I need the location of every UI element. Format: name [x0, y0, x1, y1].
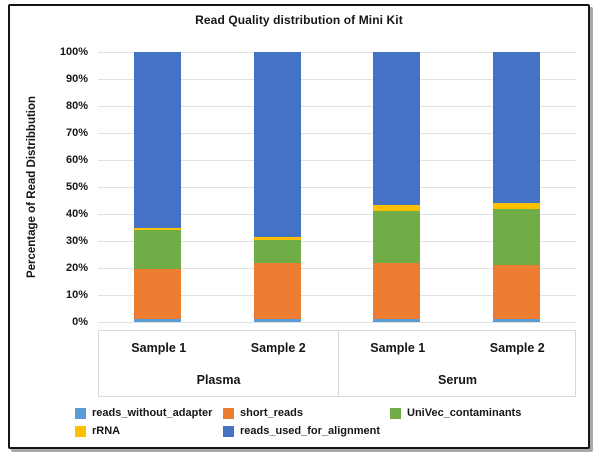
- gridline: [98, 78, 576, 80]
- bar-segment-UniVec_contaminants: [253, 239, 301, 263]
- legend-label: reads_used_for_alignment: [240, 425, 380, 437]
- bar-segment-reads_used_for_alignment: [492, 52, 540, 204]
- bar-segment-UniVec_contaminants: [134, 230, 182, 270]
- y-tick-label: 30%: [65, 235, 88, 247]
- legend-item-reads_used_for_alignment: reads_used_for_alignment: [223, 423, 380, 439]
- legend-item-reads_without_adapter: reads_without_adapter: [75, 405, 212, 421]
- bar-segment-reads_without_adapter: [373, 319, 421, 322]
- chart-title: Read Quality distribution of Mini Kit: [195, 13, 403, 27]
- legend-item-short_reads: short_reads: [223, 405, 303, 421]
- bar-segment-reads_without_adapter: [134, 319, 182, 322]
- plot-area: [98, 51, 576, 323]
- gridline: [98, 267, 576, 269]
- bar-segment-short_reads: [253, 262, 301, 320]
- bar-segment-short_reads: [373, 262, 421, 320]
- bar-segment-reads_used_for_alignment: [134, 52, 182, 228]
- bar: [134, 52, 182, 322]
- y-tick-label: 50%: [65, 181, 88, 193]
- category-label: Sample 2: [250, 341, 306, 355]
- y-axis-ticks: 0% 10% 20% 30% 40% 50% 60% 70% 80% 90% 100%: [10, 46, 88, 328]
- legend-item-rRNA: rRNA: [75, 423, 120, 439]
- category-label: Sample 2: [489, 341, 545, 355]
- legend-swatch-icon: [75, 425, 86, 437]
- legend-label: UniVec_contaminants: [407, 407, 522, 419]
- y-tick-label: 10%: [65, 289, 88, 301]
- bar-segment-reads_without_adapter: [253, 319, 301, 322]
- group-label: Plasma: [196, 373, 241, 387]
- gridline: [98, 294, 576, 296]
- y-tick-label: 80%: [65, 100, 88, 112]
- bar-segment-short_reads: [134, 269, 182, 320]
- bar-segment-rRNA: [373, 204, 421, 212]
- y-tick-label: 90%: [65, 73, 88, 85]
- bar-segment-rRNA: [253, 236, 301, 240]
- y-tick-label: 0%: [72, 316, 88, 328]
- gridline: [98, 321, 576, 323]
- bar-segment-reads_without_adapter: [492, 319, 540, 322]
- category-label: Sample 1: [370, 341, 426, 355]
- legend-swatch-icon: [75, 407, 86, 419]
- bar: [253, 52, 301, 322]
- bar: [492, 52, 540, 322]
- y-tick-label: 70%: [65, 127, 88, 139]
- gridline: [98, 159, 576, 161]
- group-divider: [337, 331, 339, 396]
- legend-swatch-icon: [223, 407, 234, 419]
- bar-segment-UniVec_contaminants: [373, 211, 421, 263]
- category-axis-box: Sample 1 Sample 2 Plasma Sample 1 Sample 2 Se…: [98, 330, 576, 397]
- chart-frame: Read Quality distribution of Mini Kit Pe…: [8, 4, 590, 449]
- gridline: [98, 240, 576, 242]
- legend-label: rRNA: [92, 425, 121, 437]
- bar: [373, 52, 421, 322]
- gridline: [98, 213, 576, 215]
- legend-label: reads_without_adapter: [92, 407, 213, 419]
- bar-segment-reads_used_for_alignment: [253, 52, 301, 237]
- gridline: [98, 105, 576, 107]
- bar-segment-rRNA: [134, 227, 182, 231]
- legend-swatch-icon: [223, 425, 234, 437]
- bar-segment-UniVec_contaminants: [492, 208, 540, 266]
- legend-label: short_reads: [240, 407, 303, 419]
- legend-item-UniVec_contaminants: UniVec_contaminants: [390, 405, 521, 421]
- bar-segment-short_reads: [492, 265, 540, 320]
- y-tick-label: 20%: [65, 262, 88, 274]
- y-tick-label: 40%: [65, 208, 88, 220]
- gridline: [98, 132, 576, 134]
- y-tick-label: 60%: [65, 154, 88, 166]
- y-tick-label: 100%: [59, 46, 88, 58]
- group-label: Serum: [438, 373, 477, 387]
- gridline: [98, 186, 576, 188]
- bar-segment-rRNA: [492, 203, 540, 209]
- category-label: Sample 1: [131, 341, 187, 355]
- bar-segment-reads_used_for_alignment: [373, 52, 421, 205]
- legend: reads_without_adapter short_reads UniVec_c…: [10, 400, 588, 444]
- gridline: [98, 51, 576, 53]
- legend-swatch-icon: [390, 407, 401, 419]
